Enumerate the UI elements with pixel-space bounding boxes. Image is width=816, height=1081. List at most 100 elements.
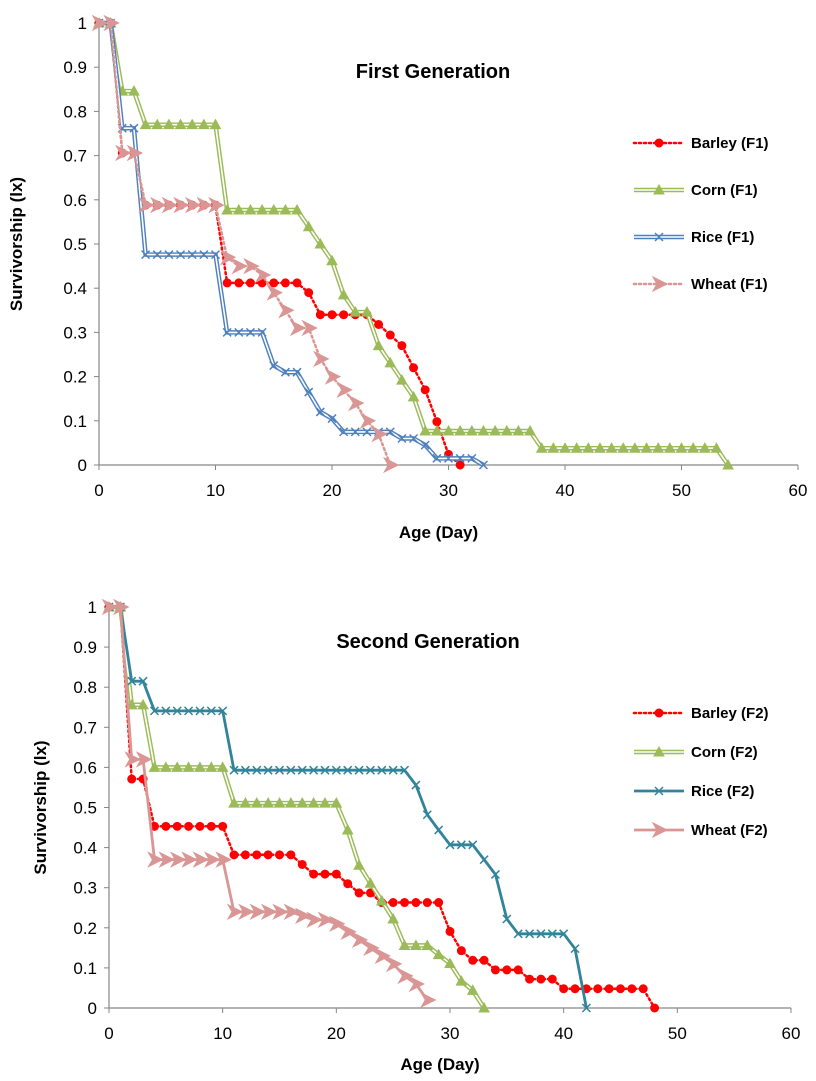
data-point: [232, 203, 245, 215]
series-triangle-2: [93, 16, 734, 470]
data-point: [365, 765, 375, 775]
data-point: [91, 14, 109, 32]
legend-label: Barley (F2): [691, 705, 769, 722]
y-tick-label: 0.8: [73, 678, 97, 697]
data-point: [351, 931, 369, 949]
data-point: [307, 797, 320, 808]
data-point: [524, 424, 536, 436]
data-point: [245, 327, 255, 337]
y-tick-label: 0.9: [73, 638, 97, 657]
data-point: [326, 254, 338, 266]
data-point: [222, 327, 232, 337]
data-point: [192, 851, 210, 868]
data-point: [604, 984, 614, 994]
series-circle-1: [94, 18, 465, 470]
data-point: [125, 698, 138, 710]
legend-marker: [651, 275, 669, 293]
data-point: [173, 196, 190, 214]
data-point: [502, 965, 512, 975]
data-point: [286, 765, 296, 775]
data-point: [315, 310, 325, 320]
data-point: [431, 424, 443, 436]
data-point: [315, 407, 325, 417]
data-point: [374, 319, 384, 329]
y-tick-label: 0.4: [73, 839, 97, 858]
data-point: [234, 278, 244, 288]
data-point: [204, 851, 221, 868]
y-tick-label: 0.6: [63, 191, 87, 210]
data-point: [397, 967, 414, 985]
series-line: [109, 605, 588, 1009]
data-point: [304, 387, 314, 397]
legend-marker: [654, 138, 664, 148]
y-tick-label: 0.5: [63, 235, 87, 254]
legend-item: Rice (F2): [634, 783, 754, 800]
data-point: [388, 765, 398, 775]
data-point: [343, 879, 353, 889]
data-point: [260, 903, 278, 920]
data-point: [280, 278, 290, 288]
y-tick-label: 0.3: [63, 323, 87, 342]
data-point: [698, 442, 711, 453]
legend-label: Barley (F1): [691, 135, 769, 152]
data-point: [128, 85, 140, 96]
data-point: [432, 417, 442, 427]
data-point: [135, 751, 153, 768]
data-point: [422, 810, 432, 820]
data-point: [329, 915, 346, 932]
data-point: [489, 424, 501, 436]
data-point: [304, 288, 314, 298]
legend-item: Wheat (F2): [634, 821, 768, 839]
data-point: [627, 984, 637, 994]
data-point: [455, 453, 465, 463]
chart-2: 00.10.20.30.40.50.60.70.80.910 10 20 30 40 50…: [31, 598, 800, 1074]
data-point: [535, 442, 548, 453]
data-point: [354, 765, 364, 775]
data-point: [252, 850, 262, 860]
data-point: [432, 453, 442, 463]
data-point: [194, 761, 206, 772]
data-point: [149, 196, 167, 214]
data-point: [330, 797, 343, 808]
data-point: [559, 442, 571, 453]
legend-item: Wheat (F1): [632, 275, 768, 293]
data-point: [141, 250, 151, 260]
data-point: [244, 203, 257, 215]
data-point: [478, 460, 488, 470]
data-point: [275, 850, 284, 860]
x-tick-label: 50: [672, 481, 691, 500]
data-point: [384, 356, 397, 368]
x-tick-label: 10: [206, 481, 225, 500]
data-point: [186, 118, 199, 130]
data-point: [257, 327, 267, 337]
x-tick-label: 60: [789, 481, 808, 500]
data-point: [581, 1003, 591, 1013]
chart-1: 00.10.20.30.40.50.60.70.80.910 10 20 30 40 50…: [7, 14, 807, 542]
data-point: [283, 903, 300, 920]
data-point: [319, 797, 331, 808]
data-point: [196, 196, 213, 214]
data-point: [302, 220, 315, 232]
data-point: [465, 424, 478, 436]
data-point: [250, 797, 263, 808]
data-point: [226, 903, 244, 920]
data-point: [570, 442, 583, 453]
data-point: [245, 278, 255, 288]
data-point: [331, 765, 341, 775]
data-point: [525, 974, 535, 984]
x-tick-label: 60: [782, 1024, 801, 1043]
data-point: [151, 118, 164, 130]
data-point: [124, 751, 141, 768]
data-point: [479, 855, 489, 865]
legend-item: Rice (F1): [634, 229, 754, 246]
legend-marker: [653, 183, 665, 195]
data-point: [208, 196, 225, 214]
x-tick-label: 30: [441, 1024, 460, 1043]
chart-title: First Generation: [356, 61, 510, 83]
data-point: [478, 1001, 490, 1013]
data-point: [331, 869, 341, 879]
data-point: [314, 237, 327, 249]
data-point: [420, 440, 430, 450]
data-point: [411, 898, 421, 908]
data-point: [254, 266, 272, 284]
